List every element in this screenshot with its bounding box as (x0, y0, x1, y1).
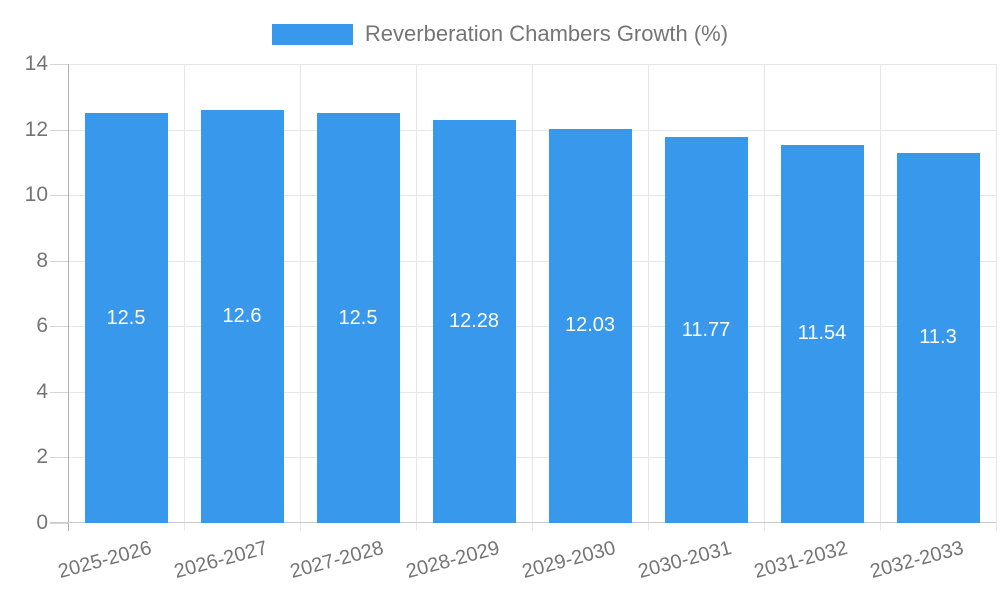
y-axis-line (68, 64, 69, 531)
bar-value-label: 12.5 (338, 306, 378, 329)
vertical-gridline (416, 64, 417, 531)
y-axis-tick (50, 326, 68, 328)
vertical-gridline (532, 64, 533, 531)
bar[interactable]: 12.28 (432, 120, 516, 523)
vertical-gridline (300, 64, 301, 531)
vertical-gridline (996, 64, 997, 531)
y-axis-tick-label: 4 (36, 379, 48, 403)
bar[interactable]: 12.5 (316, 113, 400, 523)
y-axis-tick (50, 64, 68, 65)
bar[interactable]: 11.77 (664, 137, 748, 523)
y-axis-tick-label: 8 (36, 248, 48, 272)
bar-value-label: 11.77 (681, 318, 731, 341)
vertical-gridline (880, 64, 881, 531)
chart-legend[interactable]: Reverberation Chambers Growth (%) (0, 21, 1000, 47)
y-axis-tick (50, 129, 68, 131)
bar[interactable]: 12.6 (200, 109, 284, 523)
y-axis-tick (50, 260, 68, 262)
bar[interactable]: 12.5 (84, 113, 168, 523)
legend-label: Reverberation Chambers Growth (%) (364, 21, 729, 46)
y-axis-tick-label: 10 (24, 183, 48, 207)
vertical-gridline (648, 64, 649, 531)
vertical-gridline (764, 64, 765, 531)
y-axis-tick-label: 14 (24, 52, 48, 75)
bar[interactable]: 11.3 (896, 152, 980, 523)
bar-value-label: 12.6 (222, 304, 262, 327)
bar[interactable]: 12.03 (548, 128, 632, 523)
y-axis-tick-label: 2 (36, 445, 48, 469)
y-axis-tick (50, 523, 68, 524)
y-axis-tick-label: 0 (36, 511, 48, 534)
bar-value-label: 12.03 (564, 314, 616, 337)
y-axis-tick-label: 12 (24, 117, 48, 141)
y-axis-tick (50, 195, 68, 197)
bar-value-label: 12.5 (106, 306, 146, 329)
vertical-gridline (184, 64, 185, 531)
y-axis-tick (50, 391, 68, 393)
bar-value-label: 11.54 (797, 322, 847, 345)
y-axis-tick-label: 6 (36, 314, 48, 338)
y-axis-tick (50, 457, 68, 459)
bar[interactable]: 11.54 (780, 144, 864, 523)
x-axis-baseline (50, 522, 996, 523)
bar-value-label: 11.3 (919, 326, 957, 349)
bar-value-label: 12.28 (448, 310, 500, 333)
legend-swatch (271, 23, 353, 45)
plot-area: 0 2 4 6 8 10 12 14 12.5 12.6 12.5 12.28 12.03 11.77 11… (25, 52, 997, 583)
